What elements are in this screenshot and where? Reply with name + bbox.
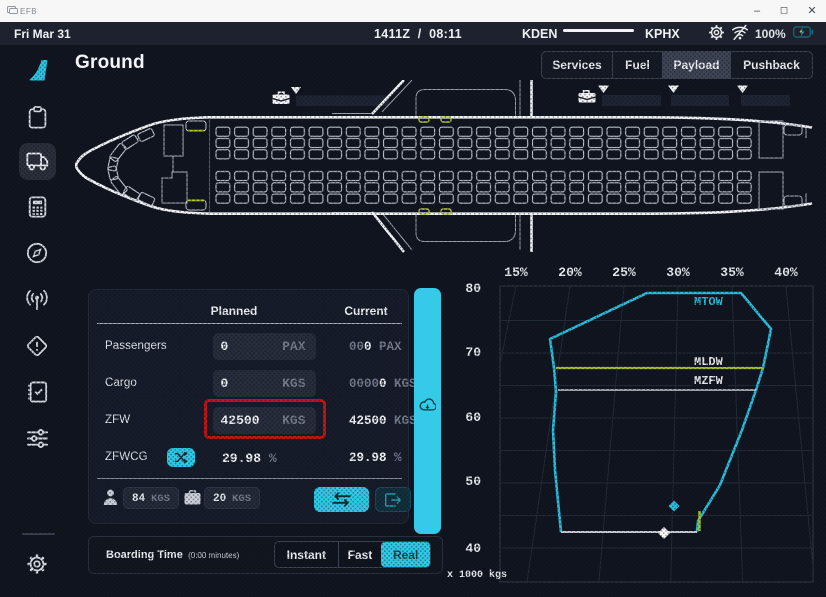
- svg-text:70: 70: [465, 345, 481, 360]
- svg-text:35%: 35%: [720, 265, 744, 280]
- svg-text:MZFW: MZFW: [694, 374, 724, 388]
- svg-text:40%: 40%: [774, 265, 798, 280]
- svg-text:MTOW: MTOW: [694, 295, 724, 309]
- svg-text:30%: 30%: [666, 265, 690, 280]
- svg-text:40: 40: [465, 541, 481, 556]
- svg-text:60: 60: [465, 410, 481, 425]
- svg-text:20%: 20%: [558, 265, 582, 280]
- svg-text:x 1000 kgs: x 1000 kgs: [447, 569, 507, 581]
- svg-text:50: 50: [465, 474, 481, 489]
- svg-text:25%: 25%: [612, 265, 636, 280]
- svg-text:80: 80: [465, 281, 481, 296]
- svg-text:MLDW: MLDW: [694, 355, 724, 369]
- svg-text:15%: 15%: [504, 265, 528, 280]
